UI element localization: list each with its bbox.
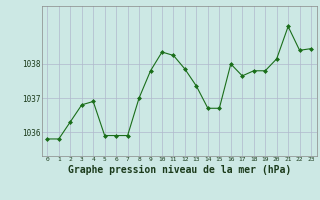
- X-axis label: Graphe pression niveau de la mer (hPa): Graphe pression niveau de la mer (hPa): [68, 165, 291, 175]
